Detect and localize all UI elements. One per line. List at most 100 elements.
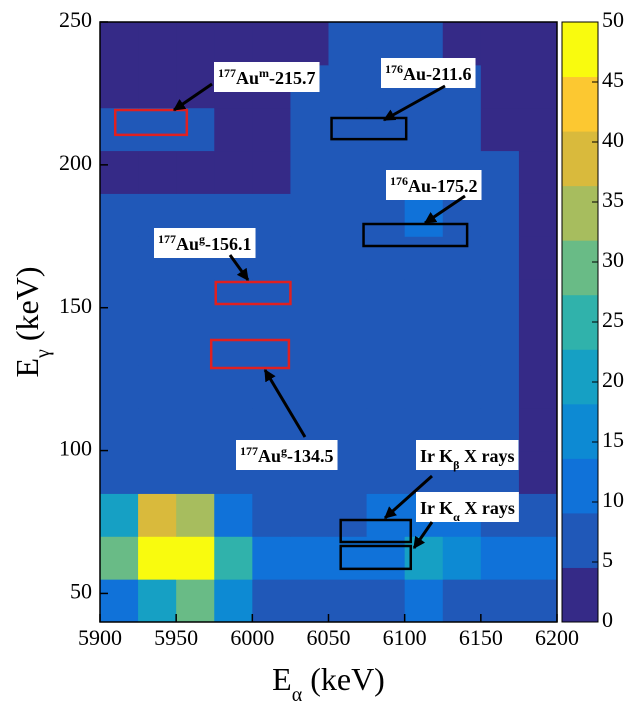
heat-cell bbox=[290, 150, 329, 194]
heat-cell bbox=[290, 536, 329, 580]
heat-cell bbox=[100, 150, 139, 194]
heat-cell bbox=[442, 579, 482, 623]
heat-cell bbox=[290, 279, 329, 323]
heat-cell bbox=[290, 322, 329, 366]
heat-cell bbox=[176, 322, 215, 366]
heat-cell bbox=[100, 493, 139, 537]
heat-cell bbox=[252, 322, 291, 366]
heat-cell bbox=[214, 22, 253, 66]
colorbar-segment bbox=[562, 349, 598, 405]
heat-cell bbox=[518, 107, 558, 152]
x-tick-label: 6200 bbox=[535, 625, 579, 650]
y-tick-label: 250 bbox=[59, 7, 92, 32]
heat-cell bbox=[176, 493, 215, 537]
heat-cell bbox=[480, 579, 520, 623]
annotation-box bbox=[339, 544, 413, 571]
heat-cell bbox=[176, 407, 215, 452]
heat-cell bbox=[518, 579, 558, 623]
text-part: -134.5 bbox=[287, 446, 334, 466]
heat-cell bbox=[290, 364, 329, 409]
heat-cell bbox=[138, 107, 177, 152]
annotation-arrow bbox=[173, 82, 213, 112]
colorbar-segment bbox=[562, 185, 598, 241]
heat-cell bbox=[328, 536, 368, 580]
heat-cell bbox=[480, 193, 520, 237]
annotation-box bbox=[362, 222, 469, 248]
text-part: γ bbox=[32, 349, 54, 359]
text-part: Ir K bbox=[420, 498, 453, 518]
heat-cell bbox=[214, 536, 253, 580]
heat-cell bbox=[214, 579, 253, 623]
heat-cell bbox=[328, 193, 368, 237]
x-axis-label: Eα (keV) bbox=[272, 661, 385, 701]
annotation-arrow bbox=[228, 254, 250, 281]
heat-cell bbox=[100, 450, 139, 494]
heat-cell bbox=[328, 22, 368, 66]
heat-cell bbox=[138, 450, 177, 494]
heat-cell bbox=[138, 579, 177, 623]
y-tick-label: 200 bbox=[59, 150, 92, 175]
colorbar-segment bbox=[562, 22, 598, 78]
heat-cell bbox=[138, 493, 177, 537]
heat-cell bbox=[328, 364, 368, 409]
colorbar-tick-label: 15 bbox=[602, 427, 624, 452]
heat-cell bbox=[100, 279, 139, 323]
heat-cell bbox=[138, 150, 177, 194]
text-part: X rays bbox=[460, 498, 515, 518]
heat-cell bbox=[518, 364, 558, 409]
colorbar-tick-label: 35 bbox=[602, 187, 624, 212]
heat-cell bbox=[328, 64, 368, 109]
heat-cell bbox=[214, 493, 253, 537]
x-tick-label: 6050 bbox=[307, 625, 351, 650]
heat-cell bbox=[138, 322, 177, 366]
heat-cell bbox=[252, 107, 291, 152]
text-part: Au bbox=[236, 68, 259, 88]
heat-cell bbox=[100, 579, 139, 623]
annotation-box bbox=[330, 116, 408, 141]
heat-cell bbox=[442, 364, 482, 409]
heat-cell bbox=[252, 279, 291, 323]
text-part: Ir K bbox=[420, 446, 453, 466]
heat-cell bbox=[138, 22, 177, 66]
text-part: α bbox=[453, 510, 460, 524]
heat-cell bbox=[252, 193, 291, 237]
heat-cell bbox=[366, 579, 406, 623]
heat-cell bbox=[100, 64, 139, 109]
text-part: g bbox=[281, 444, 287, 458]
colorbar-tick-label: 50 bbox=[602, 7, 624, 32]
heat-cell bbox=[138, 407, 177, 452]
x-tick-label: 6150 bbox=[459, 625, 503, 650]
heat-cell bbox=[252, 150, 291, 194]
heat-cell bbox=[100, 107, 139, 152]
heat-cell bbox=[366, 493, 406, 537]
heat-cell bbox=[328, 236, 368, 280]
annotation-box bbox=[339, 518, 413, 544]
annotation-box bbox=[209, 338, 291, 370]
annotation-bg bbox=[236, 440, 338, 470]
heat-cell bbox=[442, 279, 482, 323]
heat-cell bbox=[480, 322, 520, 366]
annotation-label: 176Au-211.6 bbox=[385, 62, 472, 84]
heat-cell bbox=[442, 322, 482, 366]
annotation-label: Ir Kβ X rays bbox=[420, 446, 515, 472]
heat-cell bbox=[290, 193, 329, 237]
heat-cell bbox=[176, 450, 215, 494]
text-part: 176 bbox=[390, 174, 408, 188]
heat-cell bbox=[518, 279, 558, 323]
heat-cell bbox=[290, 236, 329, 280]
colorbar-tick-label: 10 bbox=[602, 487, 624, 512]
annotation-bg bbox=[214, 62, 320, 92]
heat-cell bbox=[328, 322, 368, 366]
text-part: Au bbox=[176, 234, 199, 254]
heat-cell bbox=[176, 150, 215, 194]
heat-cell bbox=[366, 364, 406, 409]
heat-cell bbox=[214, 107, 253, 152]
heat-cell bbox=[252, 493, 291, 537]
heat-cell bbox=[518, 536, 558, 580]
annotation-bg bbox=[416, 492, 519, 522]
text-part: 177 bbox=[158, 232, 176, 246]
text-part: β bbox=[453, 458, 459, 472]
heat-cell bbox=[290, 579, 329, 623]
heat-cell bbox=[252, 22, 291, 66]
heat-cell bbox=[480, 364, 520, 409]
